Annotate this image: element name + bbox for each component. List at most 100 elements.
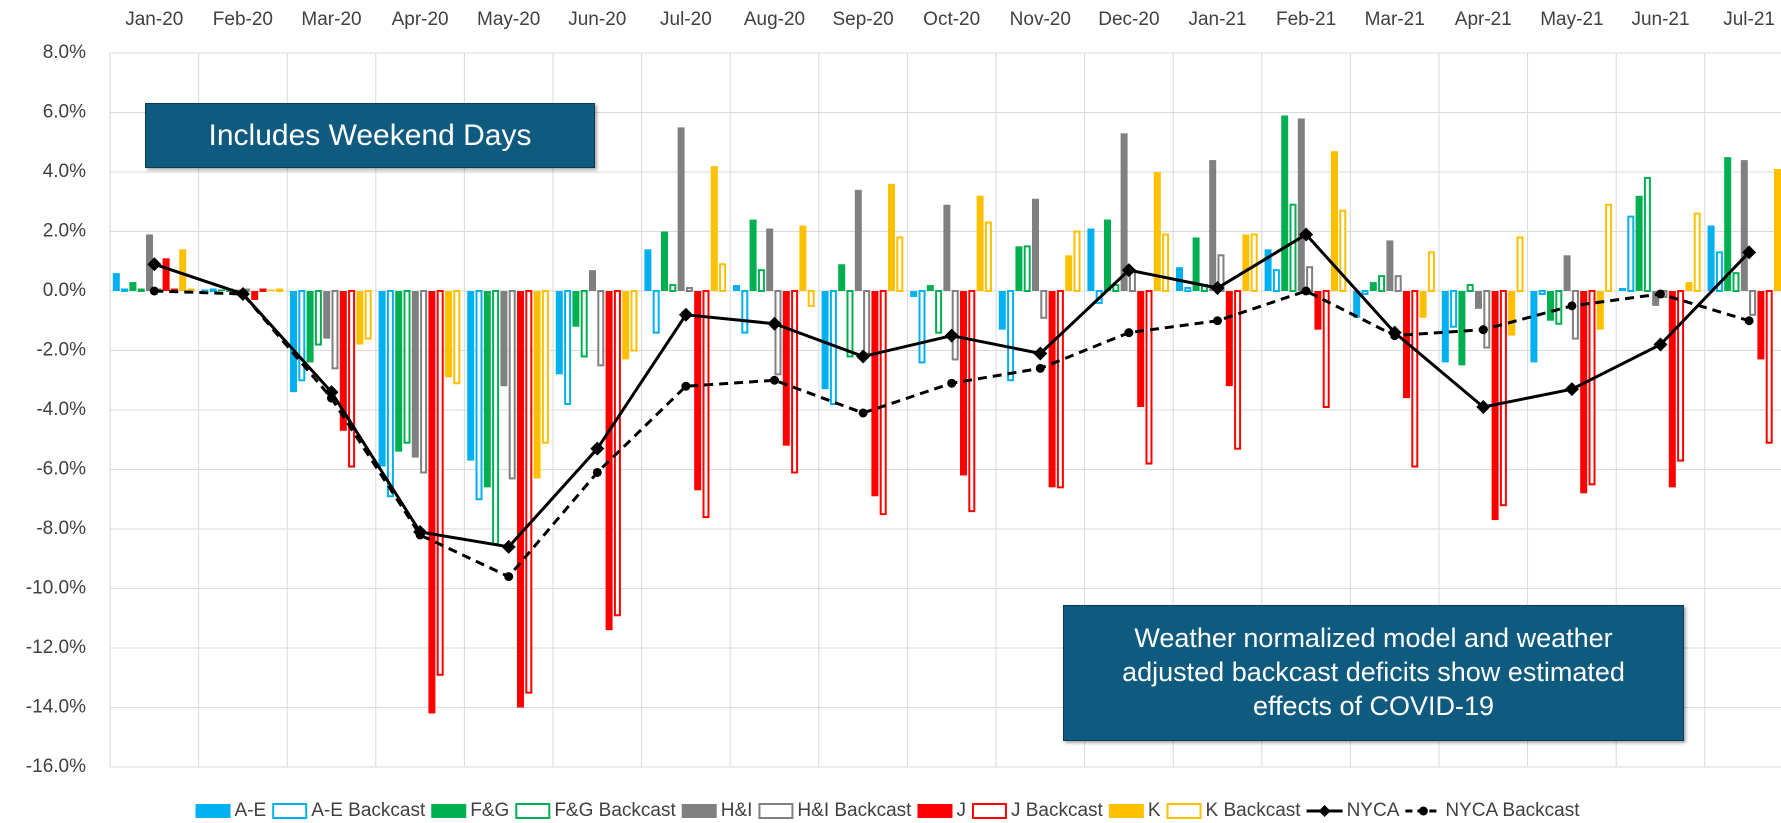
marker <box>1567 301 1577 311</box>
bar <box>766 228 774 291</box>
legend-symbol <box>1418 806 1428 816</box>
marker <box>1301 286 1311 296</box>
bar <box>1339 209 1347 292</box>
bar <box>1450 290 1458 328</box>
bar <box>968 290 976 513</box>
marker <box>678 307 693 322</box>
bar <box>782 291 790 446</box>
bar <box>741 290 749 334</box>
x-tick-label: Feb-20 <box>213 9 273 30</box>
bar <box>888 183 895 291</box>
bar <box>1627 215 1635 292</box>
bar <box>306 291 314 363</box>
bar <box>1153 172 1161 291</box>
bar <box>290 291 297 393</box>
bar <box>1475 291 1482 309</box>
bar <box>589 270 596 291</box>
bar <box>475 290 483 501</box>
y-tick-label: -14.0% <box>26 697 86 718</box>
bar <box>1677 290 1685 462</box>
bar <box>1361 290 1369 295</box>
bar <box>1120 133 1128 291</box>
legend-label: J <box>956 800 966 821</box>
bar <box>1073 230 1081 292</box>
marker <box>501 539 516 554</box>
bar <box>854 189 862 291</box>
bar <box>1580 291 1588 494</box>
marker <box>147 257 162 272</box>
bar <box>1685 282 1693 291</box>
y-tick-label: -2.0% <box>36 340 86 361</box>
bar <box>209 288 217 293</box>
marker <box>1476 400 1491 415</box>
bar <box>1056 290 1064 489</box>
x-tick-label: May-21 <box>1540 9 1603 30</box>
marker <box>856 349 871 364</box>
bar <box>1724 157 1732 291</box>
bar <box>1015 246 1023 291</box>
bar <box>1427 251 1435 292</box>
legend-symbol <box>971 803 1007 819</box>
bar <box>1322 290 1330 409</box>
y-tick-label: -16.0% <box>26 756 86 777</box>
marker <box>770 375 779 385</box>
marker <box>1564 382 1579 397</box>
bar <box>1104 219 1111 291</box>
bar <box>694 291 702 491</box>
bar <box>821 291 829 390</box>
bar <box>1281 115 1289 291</box>
bar <box>622 291 630 360</box>
x-tick-label: Jun-21 <box>1631 9 1689 30</box>
bar <box>1145 290 1153 465</box>
bar <box>533 291 541 479</box>
bar <box>428 291 436 714</box>
bar <box>564 290 572 406</box>
marker <box>681 381 691 391</box>
marker <box>590 441 605 456</box>
bar <box>453 290 461 385</box>
bar <box>1563 255 1571 291</box>
bar <box>298 290 306 382</box>
bar <box>685 287 693 292</box>
bar <box>935 290 943 334</box>
bar <box>356 291 364 345</box>
bar <box>871 291 879 497</box>
bar <box>1297 118 1305 291</box>
bar <box>403 290 411 444</box>
bar <box>1331 151 1338 291</box>
marker <box>858 408 868 418</box>
legend-symbol <box>272 803 308 819</box>
marker <box>327 393 336 403</box>
bar <box>1314 291 1322 330</box>
legend-label: A-E <box>235 800 267 821</box>
x-tick-label: Feb-21 <box>1276 9 1336 30</box>
bar <box>267 289 275 291</box>
bar <box>1555 290 1563 325</box>
bar <box>541 290 549 444</box>
bar <box>1588 290 1596 486</box>
bar <box>749 219 757 291</box>
bar <box>314 290 322 346</box>
bar <box>251 291 259 300</box>
bar <box>879 290 887 516</box>
bar <box>121 288 129 293</box>
bar <box>605 291 613 631</box>
bar <box>1378 275 1386 292</box>
bar <box>630 290 638 352</box>
y-tick-label: 8.0% <box>43 42 86 63</box>
bar <box>669 284 677 292</box>
annotation: Includes Weekend Days <box>145 103 595 168</box>
bar <box>1732 272 1740 292</box>
bar <box>411 291 419 458</box>
legend-symbol <box>758 803 794 819</box>
bar <box>677 127 685 291</box>
marker <box>947 378 957 388</box>
bar <box>492 290 500 545</box>
marker <box>1033 346 1048 361</box>
annotation: Weather normalized model and weather adj… <box>1063 605 1684 741</box>
bar <box>1289 203 1297 293</box>
marker <box>415 530 425 540</box>
bar <box>1264 249 1272 291</box>
bar <box>1547 291 1554 321</box>
bar <box>276 288 284 293</box>
